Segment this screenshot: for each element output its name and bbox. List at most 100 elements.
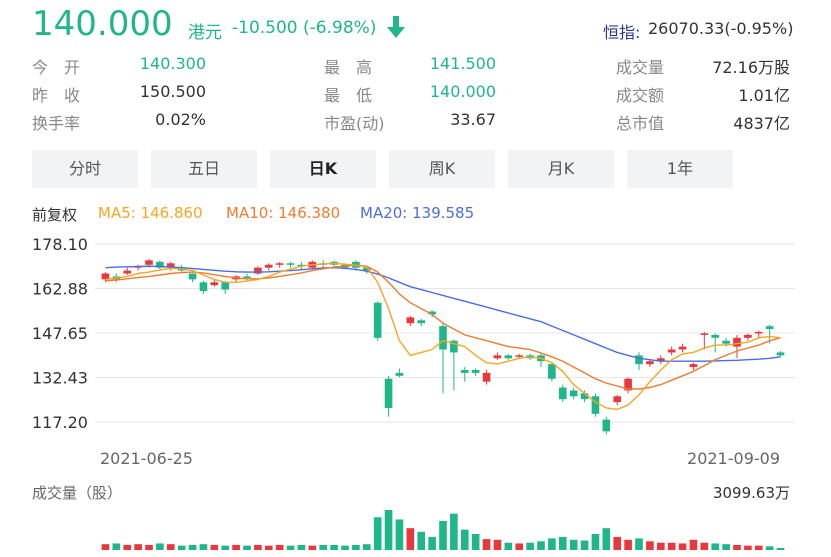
volume-bar (537, 541, 545, 550)
index-label[interactable]: 恒指: (603, 23, 641, 42)
volume-bar (504, 542, 513, 550)
ma5-line (105, 262, 781, 411)
amount-label: 成交额 (616, 86, 665, 105)
ma20-line (105, 265, 781, 362)
volume-bar (210, 544, 219, 550)
volume-bar (319, 544, 328, 550)
open-value: 140.300 (139, 54, 206, 73)
volume-bar (264, 545, 273, 550)
pe-label: 市盈(动) (324, 114, 385, 133)
candle-body (439, 326, 447, 350)
turnover-label: 换手率 (32, 114, 81, 133)
tab-daily-k[interactable]: 日K (270, 150, 376, 188)
volume-bar (308, 545, 317, 550)
volume-bar (221, 545, 230, 550)
volume-bar (613, 536, 622, 550)
candle-body (613, 396, 622, 403)
volume-bar (254, 544, 262, 550)
volume-bar (112, 543, 121, 550)
candle-body (744, 334, 752, 338)
volume-bar (123, 544, 132, 550)
candle-body (156, 261, 164, 268)
volume-bar (754, 545, 763, 550)
adjust-label[interactable]: 前复权 (32, 206, 78, 224)
candle-body (254, 267, 262, 274)
volume-chart[interactable] (0, 500, 831, 557)
candle-body (199, 282, 208, 292)
volume-bar (134, 544, 142, 550)
candle-body (700, 333, 709, 335)
volume-bar (711, 543, 720, 550)
candle-body (504, 355, 513, 359)
y-tick-label: 132.43 (32, 369, 88, 388)
tab-five-day[interactable]: 五日 (151, 150, 257, 188)
price-change: -10.500 (-6.98%) (232, 18, 377, 38)
volume-bar (330, 544, 338, 550)
candle-body (166, 263, 175, 268)
candle-body (711, 334, 720, 338)
volume-bar (297, 544, 306, 550)
index-value: 26070.33(-0.95%) (648, 19, 794, 38)
volume-bar (199, 544, 208, 550)
volume-bar (602, 528, 611, 550)
candle-body (395, 372, 404, 376)
volume-bar (417, 531, 426, 550)
volume-bar (156, 543, 164, 550)
candle-body (243, 276, 251, 278)
candle-body (101, 273, 110, 280)
candle-body (428, 311, 436, 315)
volume-bar (493, 539, 502, 550)
candle-body (406, 317, 415, 324)
amount-value: 1.01亿 (738, 86, 790, 105)
candle-body (776, 352, 785, 356)
kline-chart[interactable]: 178.10 162.88 147.65 132.43 117.20 2021-06-25… (0, 228, 831, 472)
candle-body (678, 346, 687, 350)
candle-body (275, 263, 284, 265)
volume-label: 成交量 (616, 58, 665, 77)
ma10-legend: MA10: 146.380 (226, 204, 341, 222)
volume-bar (460, 529, 469, 550)
candle-body (765, 326, 774, 330)
volume-bar (395, 519, 404, 550)
candle-body (722, 340, 730, 344)
candle-body (221, 282, 230, 290)
volume-bar (471, 534, 480, 550)
candle-body (602, 419, 611, 432)
currency-label: 港元 (188, 23, 222, 43)
candle-body (580, 393, 589, 400)
volume-bar (526, 542, 534, 550)
candle-body (450, 340, 458, 353)
candle-body (656, 358, 665, 362)
ma10-line (105, 264, 781, 390)
tab-monthly-k[interactable]: 月K (508, 150, 614, 188)
ma5-legend: MA5: 146.860 (98, 204, 203, 222)
volume-bar (722, 544, 730, 550)
candle-body (515, 355, 524, 357)
candle-body (624, 378, 632, 391)
mktcap-value: 4837亿 (733, 114, 790, 133)
candle-body (460, 369, 469, 373)
volume-bar (678, 543, 687, 550)
candle-body (384, 378, 393, 408)
volume-bar (177, 545, 186, 550)
volume-axis-label: 成交量（股） (32, 484, 123, 502)
y-tick-label: 147.65 (32, 324, 88, 343)
candle-body (417, 320, 426, 324)
tab-weekly-k[interactable]: 周K (389, 150, 495, 188)
candle-body (482, 372, 491, 382)
tab-intraday[interactable]: 分时 (32, 150, 138, 188)
candle-body (667, 349, 676, 353)
candle-body (754, 331, 763, 334)
y-tick-label: 162.88 (32, 280, 88, 299)
stock-price: 140.000 (32, 4, 173, 44)
volume-bar (776, 548, 785, 550)
volume-bar (439, 520, 447, 550)
candle-body (646, 361, 654, 365)
y-tick-label: 178.10 (32, 235, 88, 254)
volume-bar (656, 542, 665, 550)
tab-one-year[interactable]: 1年 (627, 150, 733, 188)
candle-body (471, 369, 480, 373)
candle-body (635, 355, 643, 365)
volume-bar (373, 517, 382, 550)
prev-close-value: 150.500 (139, 82, 206, 101)
